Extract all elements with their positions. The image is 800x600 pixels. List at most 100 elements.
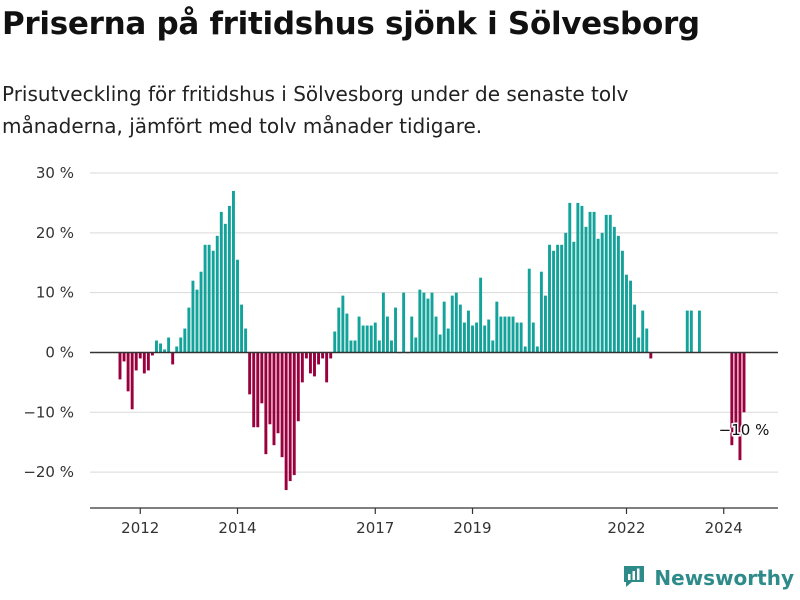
bar	[313, 352, 316, 377]
bar	[126, 352, 130, 392]
bar	[511, 316, 515, 353]
bar	[183, 328, 187, 353]
bar	[604, 214, 608, 353]
y-tick-label: 0 %	[45, 343, 74, 361]
bar	[280, 352, 284, 458]
bar	[637, 337, 641, 353]
bar	[272, 352, 276, 446]
bar	[308, 352, 312, 374]
bar	[142, 352, 146, 374]
bar	[608, 214, 612, 353]
bar	[260, 352, 264, 404]
bar	[256, 352, 260, 428]
bar	[337, 307, 341, 353]
bar	[612, 226, 616, 353]
y-tick-label: −20 %	[23, 463, 74, 481]
bar	[495, 301, 499, 353]
bar	[552, 250, 556, 353]
bar	[442, 301, 446, 353]
bar	[150, 352, 154, 356]
y-tick-label: 10 %	[36, 284, 74, 302]
x-tick-label: 2022	[607, 519, 645, 537]
bar	[548, 244, 551, 353]
bar	[163, 349, 167, 353]
y-axis-ticks: −20 % −10 % 0 % 10 % 20 % 30 %	[23, 164, 74, 481]
bar	[146, 352, 150, 371]
bar	[357, 316, 361, 353]
bar	[616, 235, 620, 353]
bar	[730, 352, 734, 446]
y-tick-label: 30 %	[36, 164, 74, 182]
bar	[507, 316, 511, 353]
bar	[333, 331, 337, 353]
bar	[361, 325, 365, 353]
x-tick-label: 2012	[121, 519, 159, 537]
bar	[738, 352, 742, 461]
bar	[515, 322, 519, 353]
x-tick-label: 2024	[705, 519, 743, 537]
bar	[531, 322, 535, 353]
bar	[519, 322, 523, 353]
bar	[422, 292, 426, 353]
bar	[629, 280, 633, 353]
bar	[499, 316, 503, 353]
bar	[446, 328, 450, 353]
bar	[195, 289, 199, 353]
bar	[458, 304, 462, 353]
brand: Newsworthy	[622, 564, 794, 592]
bar	[130, 352, 134, 410]
bar	[179, 337, 183, 353]
bar	[430, 292, 434, 353]
bar	[341, 295, 345, 353]
bar	[475, 322, 479, 353]
bar	[325, 352, 329, 383]
chart-subtitle: Prisutveckling för fritidshus i Sölvesbo…	[2, 82, 629, 138]
bar	[503, 316, 507, 353]
bar	[292, 352, 296, 476]
bar	[353, 340, 357, 353]
bar	[742, 352, 746, 413]
bar	[560, 244, 564, 353]
bar	[620, 250, 624, 353]
bar	[450, 295, 454, 353]
bar	[649, 352, 653, 359]
bar	[215, 235, 219, 353]
bar	[633, 304, 637, 353]
bar	[381, 292, 385, 353]
bar	[264, 352, 268, 455]
bar	[167, 337, 171, 353]
x-tick-label: 2014	[218, 519, 256, 537]
bar	[588, 211, 592, 353]
bar	[349, 340, 353, 353]
y-tick-label: −10 %	[23, 403, 74, 421]
bar	[240, 304, 244, 353]
x-tick-label: 2019	[453, 519, 491, 537]
bar	[118, 352, 122, 380]
bar	[523, 346, 527, 353]
bar	[187, 307, 191, 353]
bar	[539, 271, 543, 353]
bar	[300, 352, 304, 383]
bar	[373, 322, 377, 353]
bar	[402, 292, 406, 353]
bar	[434, 316, 438, 353]
bar	[211, 250, 215, 353]
bar	[535, 346, 539, 353]
bar	[697, 310, 701, 353]
bar	[556, 244, 560, 353]
bar	[426, 298, 430, 353]
bar	[223, 223, 227, 353]
bar	[288, 352, 292, 482]
bar	[377, 340, 381, 353]
bar	[479, 277, 483, 353]
bar	[175, 346, 179, 353]
bars	[118, 190, 746, 491]
bar	[418, 289, 422, 353]
bar	[491, 340, 495, 353]
bar	[454, 292, 458, 353]
bar	[232, 190, 235, 353]
bar	[487, 319, 491, 353]
bar	[122, 352, 126, 362]
bar	[483, 325, 487, 353]
bar	[596, 238, 600, 353]
